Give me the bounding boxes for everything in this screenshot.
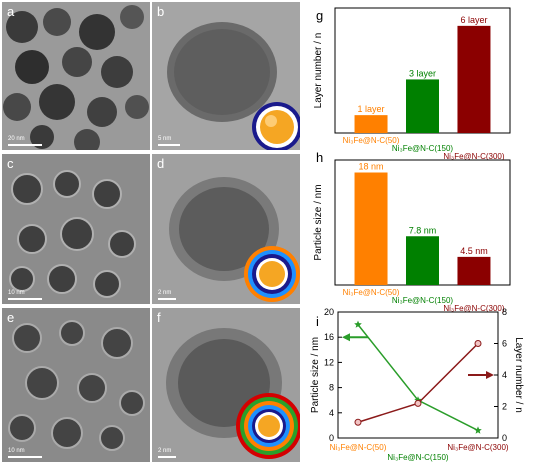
data-label-h-3: 4.5 nm <box>460 246 488 256</box>
category-label-h-3: Ni₃Fe@N-C(300) <box>443 304 505 313</box>
series-point-2-2 <box>414 399 422 407</box>
category-label-h-2: Ni₃Fe@N-C(150) <box>392 296 454 305</box>
y-axis-label-i-left: Particle size / nm <box>310 337 321 413</box>
y-tick-label-right-2: 4 <box>502 370 507 380</box>
category-label-g-2: Ni₃Fe@N-C(150) <box>392 144 454 153</box>
y-tick-label-right-4: 8 <box>502 307 507 317</box>
y-tick-label-right-3: 6 <box>502 339 507 349</box>
category-label-i-3: Ni₃Fe@N-C(300) <box>447 443 509 452</box>
bar-g-2 <box>406 79 439 133</box>
scale-bar-e <box>8 456 42 458</box>
panel-letter-b: b <box>157 4 165 19</box>
scale-bar-c <box>8 298 42 300</box>
y-tick-label-right-0: 0 <box>502 433 507 443</box>
series-point-2-1 <box>354 418 362 426</box>
tem-image-d <box>152 154 300 304</box>
panel-letter-d: d <box>157 156 165 171</box>
tem-panel-b: b 5 nm <box>152 2 300 150</box>
y-axis-label-g: Layer number / n <box>313 33 324 109</box>
tem-image-b <box>152 2 300 150</box>
tem-image-f <box>152 308 300 462</box>
y-tick-label-left-1: 4 <box>329 408 334 418</box>
category-label-g-3: Ni₃Fe@N-C(300) <box>443 152 505 161</box>
tem-image-a <box>2 2 150 150</box>
panel-letter-g: g <box>316 8 323 23</box>
scale-bar-f <box>158 456 176 458</box>
panel-letter-f: f <box>157 310 161 325</box>
panel-letter-e: e <box>7 310 15 325</box>
tem-panel-c: c 10 nm <box>2 154 150 304</box>
panel-letter-i: i <box>316 314 319 329</box>
panel-letter-h: h <box>316 150 323 165</box>
axis-arrow-left-head <box>342 333 350 342</box>
data-label-h-1: 18 nm <box>359 162 384 172</box>
scale-bar-a <box>8 144 42 146</box>
y-tick-label-left-5: 20 <box>324 307 334 317</box>
y-tick-label-left-0: 0 <box>329 433 334 443</box>
category-label-h-1: Ni₃Fe@N-C(50) <box>343 288 400 297</box>
bar-g-3 <box>457 25 491 133</box>
bar-h-1 <box>354 172 388 285</box>
axis-arrow-right-head <box>486 371 494 379</box>
series-point-1-1 <box>354 320 362 328</box>
data-label-g-2: 3 layer <box>409 68 436 78</box>
bar-h-2 <box>406 236 439 285</box>
series-point-2-3 <box>474 340 482 347</box>
data-label-g-3: 6 layer <box>460 15 487 25</box>
tem-image-c <box>2 154 150 304</box>
tem-panel-f: f 2 nm <box>152 308 300 462</box>
data-label-h-2: 7.8 nm <box>409 225 437 235</box>
y-tick-label-right-1: 2 <box>502 402 507 412</box>
tem-panel-d: d 2 nm <box>152 154 300 304</box>
y-tick-label-left-3: 12 <box>324 357 334 367</box>
series-line-1 <box>357 324 479 432</box>
category-label-g-1: Ni₃Fe@N-C(50) <box>343 136 400 145</box>
tem-image-e <box>2 308 150 462</box>
y-axis-label-h: Particle size / nm <box>313 184 324 260</box>
tem-panel-a: a 20 nm <box>2 2 150 150</box>
scale-label-f: 2 nm <box>158 448 172 454</box>
series-point-1-3 <box>474 426 482 434</box>
bar-g-1 <box>354 115 388 133</box>
scale-bar-b <box>158 144 180 146</box>
scale-label-d: 2 nm <box>158 290 172 296</box>
data-label-g-1: 1 layer <box>358 104 385 114</box>
y-axis-label-i-right: Layer number / n <box>513 337 524 413</box>
panel-letter-c: c <box>7 156 14 171</box>
category-label-i-2: Ni₃Fe@N-C(150) <box>387 453 449 462</box>
panel-letter-a: a <box>7 4 15 19</box>
y-tick-label-left-2: 8 <box>329 383 334 393</box>
tem-panel-e: e 10 nm <box>2 308 150 462</box>
scale-label-b: 5 nm <box>158 136 172 142</box>
scale-label-e: 10 nm <box>8 448 25 454</box>
scale-bar-d <box>158 298 176 300</box>
bar-h-3 <box>457 256 491 285</box>
category-label-i-1: Ni₃Fe@N-C(50) <box>330 443 387 452</box>
scale-label-a: 20 nm <box>8 136 25 142</box>
scale-label-c: 10 nm <box>8 290 25 296</box>
y-tick-label-left-4: 16 <box>324 332 334 342</box>
series-line-2 <box>357 342 479 423</box>
